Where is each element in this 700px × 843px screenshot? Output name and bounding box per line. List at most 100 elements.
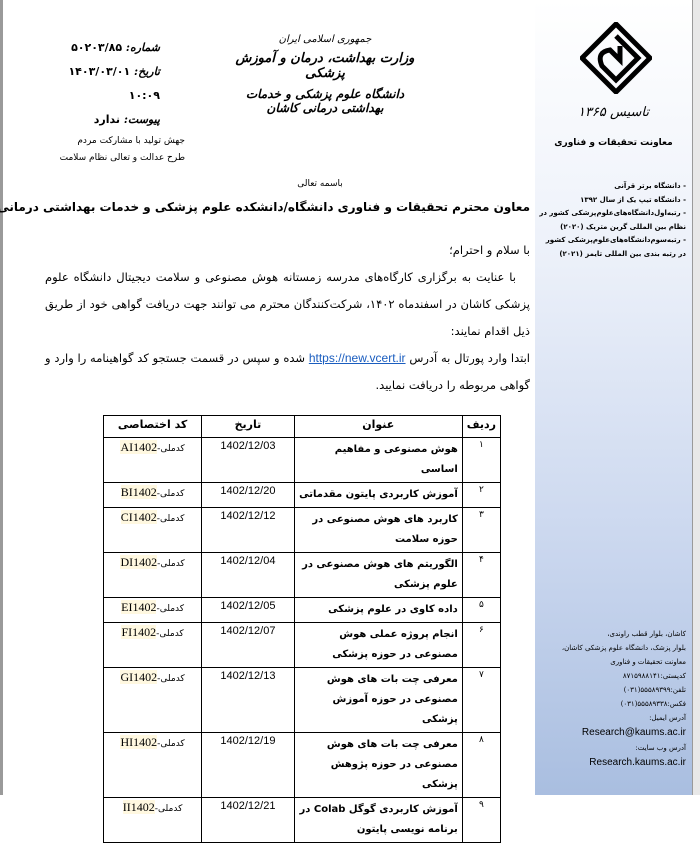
- header-row-number: ردیف: [461, 415, 502, 438]
- bismillah: باسمه تعالی: [297, 179, 343, 189]
- letterhead: جمهوری اسلامی ایران وزارت بهداشت، درمان …: [230, 34, 420, 115]
- paragraph-text: شده و سپس در قسمت جستجو کد گواهینامه را …: [45, 351, 530, 392]
- page-scrollbar[interactable]: [692, 0, 700, 795]
- code-prefix: کدملی-: [154, 804, 183, 814]
- attachment-value: ندارد: [93, 113, 120, 126]
- table-row: ۳ کاربرد های هوش مصنوعی در حوزه سلامت 14…: [102, 507, 502, 553]
- slogan: جهش تولید با مشارکت مردم: [77, 136, 185, 146]
- honors-list: - دانشگاه برتر قرآنی - دانشگاه تیپ یک از…: [539, 180, 686, 261]
- table-row: ۲ آموزش کاربردی پایتون مقدماتی 1402/12/2…: [102, 482, 502, 508]
- row-number: ۹: [461, 797, 502, 843]
- header-code: کد اختصاصی: [102, 415, 203, 438]
- department-name: معاونت تحقیقات و فناوری: [554, 138, 673, 148]
- fax: فکس:۵۵۵۸۹۳۳۸(۰۳۱): [620, 700, 686, 708]
- code-value: GI1402: [120, 670, 158, 684]
- slogans: جهش تولید با مشارکت مردم طرح عدالت و تعا…: [45, 133, 185, 167]
- founded-year: تاسیس ۱۳۶۵: [577, 105, 650, 120]
- letter-number: ۵۰۲۰۳/۸۵: [71, 41, 123, 54]
- letter-body: با سلام و احترام؛ با عنایت به برگزاری کا…: [45, 237, 530, 399]
- workshop-title: الگوریتم های هوش مصنوعی در علوم پزشکی: [293, 552, 463, 598]
- workshop-date: 1402/12/21: [201, 797, 295, 843]
- table-row: ۱ هوش مصنوعی و مفاهیم اساسی 1402/12/03 ک…: [102, 437, 502, 483]
- letter-date: ۱۴۰۳/۰۳/۰۱ ۱۰:۰۹: [68, 65, 160, 102]
- workshop-date: 1402/12/07: [201, 622, 295, 668]
- row-number: ۲: [461, 482, 502, 508]
- honor-item: - رتبه‌اول‌دانشگاه‌های‌علوم‌پزشکی کشور د…: [539, 209, 686, 231]
- workshop-date: 1402/12/03: [201, 437, 295, 483]
- workshop-table: ردیف عنوان تاریخ کد اختصاصی ۱ هوش مصنوعی…: [102, 415, 502, 843]
- table-row: ۴ الگوریتم های هوش مصنوعی در علوم پزشکی …: [102, 552, 502, 598]
- workshop-date: 1402/12/05: [201, 597, 295, 623]
- date-label: تاریخ:: [134, 65, 160, 78]
- workshop-date: 1402/12/13: [201, 667, 295, 733]
- phone: تلفن:۵۵۵۸۹۳۹۹(۰۳۱): [623, 686, 686, 694]
- address-line: معاونت تحقیقات و فناوری: [610, 658, 686, 666]
- workshop-code: کدملی-GI1402: [102, 667, 203, 733]
- paragraph: ابتدا وارد پورتال به آدرس https://new.vc…: [45, 345, 530, 399]
- honor-item: - رتبه‌سوم‌دانشگاه‌های‌علوم‌پزشکی کشور د…: [545, 236, 686, 258]
- letterhead-ministry: وزارت بهداشت، درمان و آموزش پزشکی: [235, 51, 415, 81]
- attachment-label: پیوست:: [123, 113, 160, 126]
- code-prefix: کدملی-: [157, 444, 185, 454]
- code-prefix: کدملی-: [157, 739, 185, 749]
- row-number: ۶: [461, 622, 502, 668]
- sidebar: تاسیس ۱۳۶۵ معاونت تحقیقات و فناوری - دان…: [535, 0, 692, 795]
- address-line: بلوار پزشک، دانشگاه علوم پزشکی کاشان،: [561, 644, 686, 652]
- row-number: ۴: [461, 552, 502, 598]
- code-value: HI1402: [120, 735, 158, 749]
- code-prefix: کدملی-: [157, 674, 185, 684]
- page-border-left: [0, 0, 3, 795]
- row-number: ۸: [461, 732, 502, 798]
- greeting: با سلام و احترام؛: [449, 243, 530, 257]
- code-prefix: کدملی-: [157, 559, 185, 569]
- paragraph-text: ابتدا وارد پورتال به آدرس: [409, 351, 530, 365]
- postal-code: کدپستی:۸۷۱۵۹۸۸۱۴۱: [622, 672, 686, 680]
- workshop-code: کدملی-EI1402: [102, 597, 203, 623]
- code-value: EI1402: [121, 600, 157, 614]
- workshop-date: 1402/12/19: [201, 732, 295, 798]
- workshop-title: هوش مصنوعی و مفاهیم اساسی: [293, 437, 463, 483]
- table-row: ۶ انجام پروژه عملی هوش مصنوعی در حوزه پز…: [102, 622, 502, 668]
- paragraph: با عنایت به برگزاری کارگاه‌های مدرسه زمس…: [45, 270, 530, 338]
- workshop-title: معرفی چت بات های هوش مصنوعی در حوزه پژوه…: [293, 732, 463, 798]
- email-label: آدرس ایمیل:: [649, 714, 686, 722]
- portal-link[interactable]: https://new.vcert.ir: [308, 351, 406, 365]
- email-link[interactable]: Research@kaums.ac.ir: [581, 727, 686, 738]
- code-value: AI1402: [120, 440, 158, 454]
- website-link[interactable]: Research.kaums.ac.ir: [589, 757, 686, 768]
- slogan: طرح عدالت و تعالی نظام سلامت: [59, 153, 185, 163]
- row-number: ۳: [461, 507, 502, 553]
- code-prefix: کدملی-: [156, 489, 185, 499]
- workshop-code: کدملی-CI1402: [102, 507, 203, 553]
- number-label: شماره:: [125, 41, 160, 54]
- workshop-title: انجام پروژه عملی هوش مصنوعی در حوزه پزشک…: [293, 622, 463, 668]
- row-number: ۵: [461, 597, 502, 623]
- workshop-code: کدملی-II1402: [102, 797, 203, 843]
- letterhead-country: جمهوری اسلامی ایران: [278, 34, 372, 45]
- workshop-title: آموزش کاربردی پایتون مقدماتی: [293, 482, 463, 508]
- header-date: تاریخ: [201, 415, 295, 438]
- address-line: کاشان، بلوار قطب راوندی،: [607, 630, 686, 638]
- workshop-title: آموزش کاربردی گوگل Colab در برنامه نویسی…: [293, 797, 463, 843]
- workshop-date: 1402/12/12: [201, 507, 295, 553]
- workshop-date: 1402/12/04: [201, 552, 295, 598]
- code-value: FI1402: [121, 625, 157, 639]
- code-value: CI1402: [120, 510, 157, 524]
- contact-info: کاشان، بلوار قطب راوندی، بلوار پزشک، دان…: [539, 627, 686, 771]
- workshop-code: کدملی-FI1402: [102, 622, 203, 668]
- university-logo-icon: [580, 22, 652, 94]
- letter-meta: شماره: ۵۰۲۰۳/۸۵ تاریخ: ۱۴۰۳/۰۳/۰۱ ۱۰:۰۹ …: [40, 36, 160, 132]
- workshop-code: کدملی-AI1402: [102, 437, 203, 483]
- code-prefix: کدملی-: [156, 629, 184, 639]
- table-row: ۸ معرفی چت بات های هوش مصنوعی در حوزه پژ…: [102, 732, 502, 798]
- row-number: ۱: [461, 437, 502, 483]
- table-row: ۵ داده کاوی در علوم پزشکی 1402/12/05 کدم…: [102, 597, 502, 623]
- code-value: BI1402: [120, 485, 157, 499]
- code-prefix: کدملی-: [156, 604, 185, 614]
- workshop-title: داده کاوی در علوم پزشکی: [293, 597, 463, 623]
- code-value: DI1402: [120, 555, 158, 569]
- row-number: ۷: [461, 667, 502, 733]
- letterhead-university: دانشگاه علوم پزشکی و خدمات بهداشتی درمان…: [245, 87, 405, 115]
- honor-item: - دانشگاه برتر قرآنی: [614, 182, 686, 190]
- table-row: ۷ معرفی چت بات های هوش مصنوعی در حوزه آم…: [102, 667, 502, 733]
